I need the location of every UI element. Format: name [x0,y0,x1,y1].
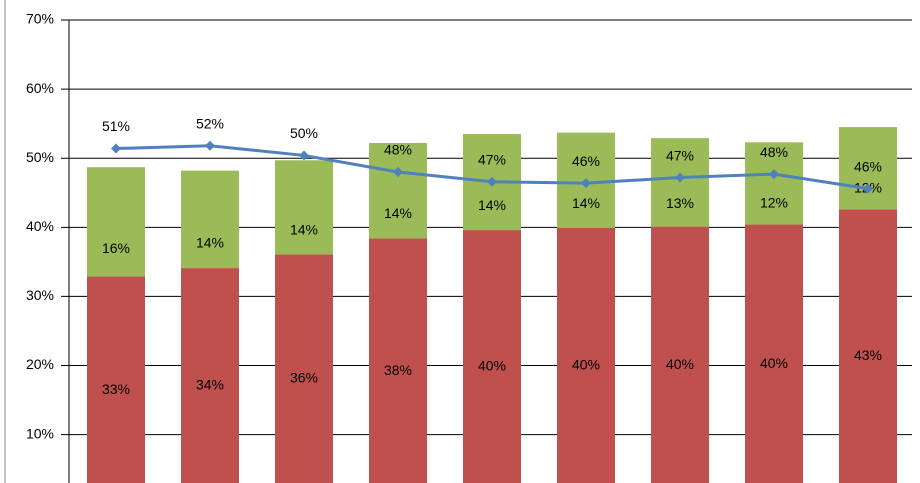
bar-segment [87,167,145,277]
data-label: 40% [572,357,600,373]
data-label: 48% [760,144,788,160]
bar-segment [745,142,803,225]
data-label: 50% [290,125,318,141]
bar-segment [839,127,897,210]
y-tick-label: 60% [26,80,54,96]
y-tick-label: 40% [26,218,54,234]
bar-segment [369,143,427,239]
bar-segment [651,226,709,483]
data-label: 51% [102,118,130,134]
data-label: 34% [196,377,224,393]
bar-segment [745,224,803,483]
y-tick-label: 30% [26,287,54,303]
data-label: 40% [760,355,788,371]
data-label: 46% [854,158,882,174]
data-label: 47% [478,151,506,167]
data-label: 40% [666,356,694,372]
line-marker [769,169,779,180]
data-label: 43% [854,347,882,363]
data-label: 52% [196,115,224,131]
bar-segment [463,230,521,483]
bar-segment [181,268,239,483]
bar-segment [181,170,239,269]
data-label: 14% [572,195,600,211]
data-label: 36% [290,370,318,386]
data-label: 14% [196,234,224,250]
data-label: 47% [666,147,694,163]
data-label: 12% [760,195,788,211]
y-tick-label: 10% [26,425,54,441]
bar-segment [369,238,427,483]
data-label: 14% [478,197,506,213]
data-label: 14% [290,221,318,237]
y-tick-label: 20% [26,356,54,372]
bar-segment [839,209,897,483]
line-marker [205,140,215,151]
data-label: 40% [478,358,506,374]
bar-segment [275,160,333,255]
line-marker [487,176,497,187]
data-label: 13% [666,195,694,211]
bar-segment [557,228,615,483]
line-marker [863,183,873,194]
line-marker [393,167,403,178]
line-marker [675,172,685,183]
bar-segment [87,276,145,483]
bar-segment [275,254,333,483]
line-marker [581,178,591,189]
data-label: 46% [572,153,600,169]
data-label: 14% [384,205,412,221]
y-tick-label: 50% [26,149,54,165]
data-label: 48% [384,142,412,158]
line-marker [111,143,121,154]
data-label: 38% [384,362,412,378]
data-label: 16% [102,240,130,256]
y-tick-label: 70% [26,11,54,27]
data-label: 33% [102,381,130,397]
line-marker [299,150,309,161]
